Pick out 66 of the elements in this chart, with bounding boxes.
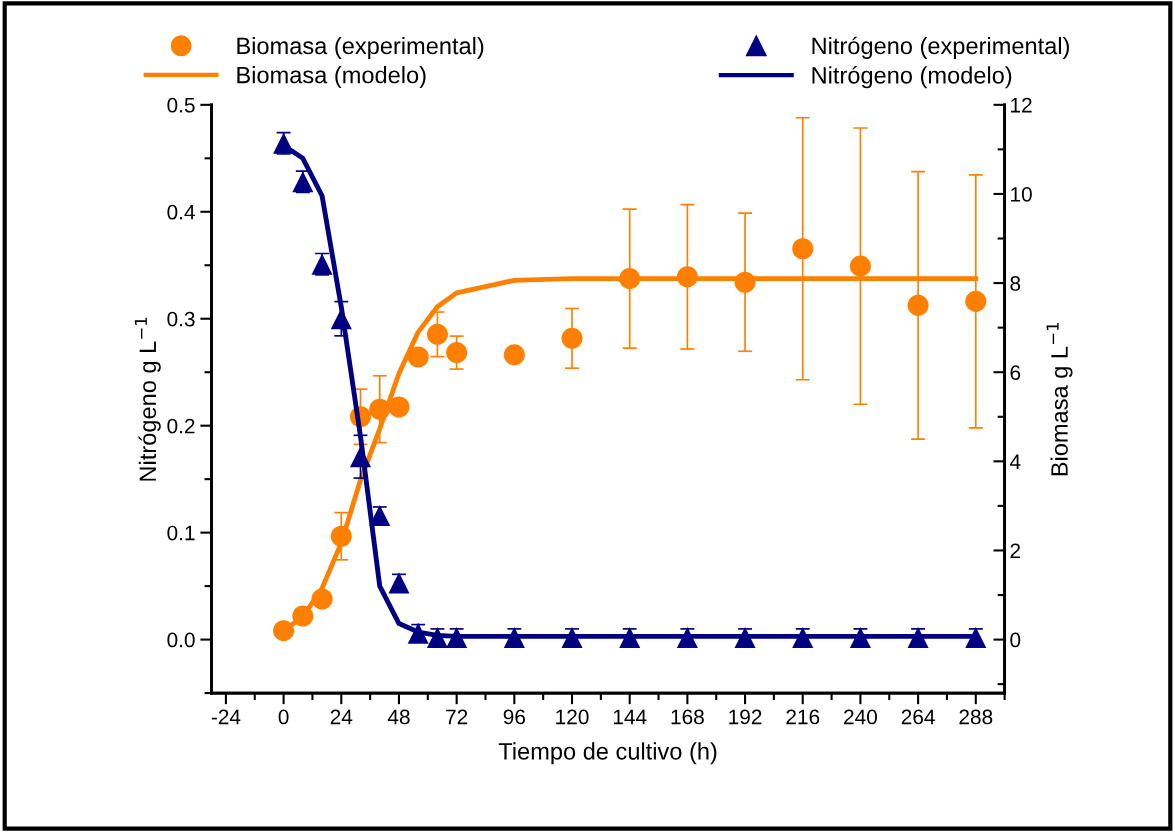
x-tick-label: 264 bbox=[901, 709, 935, 725]
y2-axis-title: Biomasa g L$^{−1}$ bbox=[1046, 322, 1073, 476]
y-tick-label: 0.3 bbox=[167, 311, 195, 327]
point bbox=[388, 572, 410, 594]
y2-tick-label: 8 bbox=[1010, 276, 1021, 291]
x-tick-label: 192 bbox=[729, 709, 762, 725]
x-tick-label: 216 bbox=[786, 709, 820, 725]
legend-label: Nitrógeno (experimental) bbox=[812, 36, 1069, 59]
x-tick-label: 0 bbox=[278, 709, 289, 725]
y-tick-label: 0.0 bbox=[167, 632, 195, 648]
y2-tick-label: 6 bbox=[1010, 365, 1021, 380]
point bbox=[849, 255, 871, 277]
point bbox=[792, 626, 814, 648]
x-tick-label: 240 bbox=[844, 709, 877, 725]
y2-tick-label: 2 bbox=[1010, 543, 1021, 559]
legend-label: Nitrógeno (modelo) bbox=[812, 66, 1012, 89]
y-axis-title: Nitrógeno g L$^{−1}$ bbox=[134, 317, 161, 481]
point bbox=[311, 588, 333, 610]
x-tick-label: 24 bbox=[330, 709, 353, 725]
point bbox=[369, 398, 391, 420]
point bbox=[907, 294, 929, 316]
point bbox=[407, 346, 429, 368]
point bbox=[330, 525, 352, 547]
point bbox=[734, 271, 756, 293]
point bbox=[388, 396, 410, 418]
point bbox=[503, 626, 525, 648]
y-tick-label: 0.5 bbox=[167, 97, 195, 113]
point bbox=[407, 622, 429, 644]
y2-tick-label: 4 bbox=[1009, 454, 1021, 469]
point bbox=[349, 446, 372, 468]
point bbox=[849, 626, 871, 648]
y2-tick-label: 12 bbox=[1011, 97, 1032, 113]
point bbox=[619, 626, 641, 648]
x-axis-title: Tiempo de cultivo (h) bbox=[498, 742, 717, 765]
x-tick-label: 72 bbox=[446, 709, 468, 725]
point bbox=[676, 266, 698, 288]
legend-label: Biomasa (modelo) bbox=[237, 66, 426, 89]
point bbox=[330, 308, 352, 330]
y2-tick-label: 10 bbox=[1011, 186, 1032, 202]
x-tick-label: 48 bbox=[387, 709, 410, 725]
point bbox=[426, 323, 448, 345]
x-tick-label: 168 bbox=[671, 709, 704, 725]
point bbox=[965, 290, 987, 312]
point bbox=[561, 626, 583, 648]
y-tick-label: 0.4 bbox=[167, 204, 195, 220]
point bbox=[965, 626, 987, 648]
point bbox=[446, 342, 468, 364]
point bbox=[619, 268, 641, 290]
point bbox=[792, 238, 814, 260]
point bbox=[734, 626, 756, 648]
point bbox=[273, 620, 295, 642]
y-tick-label: 0.1 bbox=[167, 525, 195, 541]
point bbox=[369, 504, 391, 527]
point bbox=[446, 626, 468, 648]
point bbox=[561, 327, 583, 349]
point bbox=[907, 626, 929, 648]
x-tick-label: 120 bbox=[556, 709, 589, 725]
x-tick-label: 144 bbox=[613, 709, 647, 725]
legend-label: Biomasa (experimental) bbox=[237, 36, 484, 59]
point bbox=[503, 344, 525, 366]
x-tick-label: -24 bbox=[211, 709, 241, 725]
y2-tick-label: 0 bbox=[1010, 632, 1021, 648]
x-tick-label: 288 bbox=[959, 709, 993, 725]
x-tick-label: 96 bbox=[503, 709, 525, 725]
point bbox=[292, 605, 314, 627]
y-tick-label: 0.2 bbox=[167, 418, 195, 434]
